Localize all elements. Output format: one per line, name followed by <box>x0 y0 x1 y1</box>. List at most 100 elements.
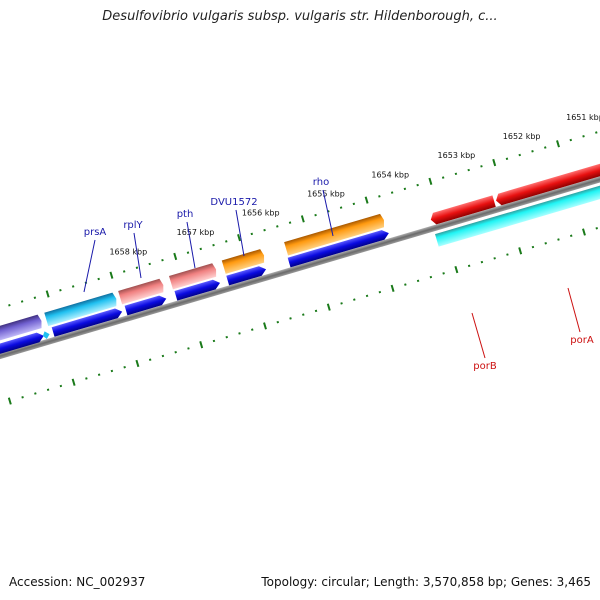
gene-leader-line <box>567 287 581 333</box>
ruler-minor-tick <box>467 168 470 172</box>
cds-arrow-small <box>42 331 50 340</box>
ruler-minor-tick <box>480 260 484 264</box>
ruler-minor-tick <box>186 251 190 254</box>
gene-leader-line <box>471 312 486 359</box>
ruler-minor-tick <box>238 332 241 335</box>
gene-label-rplY[interactable]: rplY <box>123 220 143 231</box>
ruler-minor-tick <box>416 183 419 187</box>
cds-arrow <box>124 295 167 316</box>
gene-label-prsA[interactable]: prsA <box>84 227 107 238</box>
ruler-minor-tick <box>276 320 280 324</box>
ruler-minor-tick <box>569 138 573 142</box>
gene-label-DVU1572[interactable]: DVU1572 <box>210 197 257 208</box>
ruler-minor-tick <box>429 275 433 279</box>
genome-backbone <box>0 166 600 365</box>
ruler-minor-tick <box>544 242 547 245</box>
cds-arrow <box>226 266 267 286</box>
ruler-major-tick <box>45 290 50 298</box>
ruler-minor-tick <box>467 264 471 268</box>
ruler-label: 1655 kbp <box>307 189 345 198</box>
ruler-minor-tick <box>441 176 445 179</box>
ruler-minor-tick <box>569 234 573 238</box>
ruler-minor-tick <box>250 232 254 236</box>
ruler-minor-tick <box>97 277 100 281</box>
ruler-major-tick <box>199 341 204 349</box>
ruler-minor-tick <box>8 304 11 307</box>
ruler-minor-tick <box>276 225 279 228</box>
ruler-major-tick <box>454 265 459 274</box>
gene-label-porB[interactable]: porB <box>473 361 497 372</box>
ruler-minor-tick <box>454 172 458 176</box>
ruler-minor-tick <box>97 373 101 376</box>
ruler-minor-tick <box>225 335 228 339</box>
ruler-major-tick <box>300 215 305 223</box>
gene-leader-line <box>235 209 245 257</box>
ruler-minor-tick <box>314 213 317 217</box>
ruler-minor-tick <box>531 245 535 249</box>
gene-arrow-DVU1572 <box>221 249 265 274</box>
map-title: Desulfovibrio vulgaris subsp. vulgaris s… <box>102 9 498 24</box>
ruler-label: 1651 kbp <box>566 113 600 122</box>
ruler-major-tick <box>263 322 267 330</box>
ruler-minor-tick <box>71 285 75 288</box>
ruler-minor-tick <box>365 294 369 298</box>
ruler-label: 1652 kbp <box>503 132 541 141</box>
ruler-minor-tick <box>148 358 152 361</box>
ruler-minor-tick <box>174 350 177 354</box>
ruler-minor-tick <box>506 253 509 256</box>
ruler-minor-tick <box>212 339 216 343</box>
ruler-minor-tick <box>416 279 420 283</box>
ruler-major-tick <box>364 196 369 204</box>
gene-leader-line <box>322 189 334 237</box>
ruler-minor-tick <box>20 300 24 303</box>
ruler-minor-tick <box>404 283 407 286</box>
gene-arrow-rho <box>284 213 385 256</box>
ruler-minor-tick <box>390 191 394 194</box>
ruler-minor-tick <box>161 354 165 358</box>
gene-arrow-pth <box>169 263 217 290</box>
genome-summary-text: Topology: circular; Length: 3,570,858 bp… <box>261 575 591 589</box>
ruler-minor-tick <box>148 262 151 266</box>
ruler-minor-tick <box>378 195 381 198</box>
ruler-major-tick <box>326 303 331 311</box>
ruler-minor-tick <box>403 187 407 191</box>
inner-ruler-dots <box>7 227 598 405</box>
ruler-major-tick <box>135 359 140 368</box>
ruler-label: 1653 kbp <box>438 151 476 160</box>
gene-label-rho[interactable]: rho <box>313 177 329 188</box>
ruler-minor-tick <box>33 296 37 299</box>
ruler-minor-tick <box>531 150 534 153</box>
ruler-minor-tick <box>339 206 343 209</box>
ruler-minor-tick <box>595 131 598 134</box>
ruler-minor-tick <box>352 202 356 206</box>
forward-genes <box>0 213 385 348</box>
ruler-label: 1656 kbp <box>242 209 280 218</box>
ruler-minor-tick <box>340 302 343 305</box>
ruler-minor-tick <box>46 388 50 391</box>
ruler-major-tick <box>71 378 76 386</box>
gene-arrow-purple <box>0 314 42 348</box>
ruler-major-tick <box>7 397 12 405</box>
ruler-major-tick <box>492 158 497 167</box>
ruler-major-tick <box>518 247 523 255</box>
ruler-minor-tick <box>289 317 292 320</box>
ruler-minor-tick <box>442 272 445 275</box>
gene-label-pth[interactable]: pth <box>177 209 194 220</box>
ruler-minor-tick <box>288 221 292 224</box>
cds-arrow <box>51 308 123 337</box>
ruler-minor-tick <box>59 288 62 292</box>
gene-leader-line <box>83 239 96 293</box>
ruler-minor-tick <box>225 240 228 243</box>
gene-arrow-rplY <box>118 278 164 305</box>
gene-label-porA[interactable]: porA <box>570 335 594 346</box>
forward-cds <box>0 230 389 360</box>
ruler-major-tick <box>428 177 433 185</box>
ruler-major-tick <box>582 228 586 236</box>
ruler-minor-tick <box>582 135 585 138</box>
ruler-minor-tick <box>595 227 598 230</box>
ruler-major-tick <box>390 284 395 293</box>
gene-leader-line <box>133 232 142 279</box>
gene-leader-line <box>186 221 196 269</box>
ruler-minor-tick <box>505 157 509 161</box>
